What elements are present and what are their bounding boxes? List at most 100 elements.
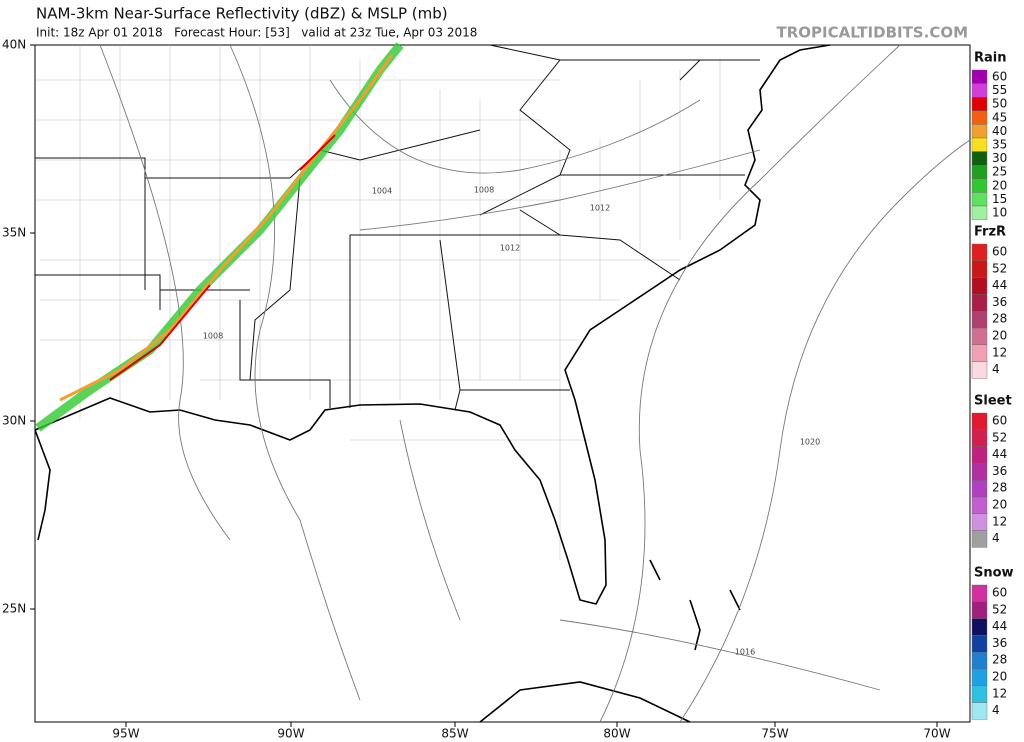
lat-label: 40N [2,38,26,52]
lat-label: 30N [2,414,26,428]
legend-swatch [971,446,988,464]
site-name: TROPICALTIDBITS.COM [777,24,969,42]
legend-label: 4 [992,703,1000,717]
legend-label: 20 [992,670,1007,684]
isobar-label: 1004 [372,187,392,196]
legend-label: 40 [992,124,1007,138]
legend-label: 25 [992,165,1007,179]
map-area [34,42,971,723]
lon-label: 95W [112,727,139,741]
legend-swatch [971,110,988,125]
lon-label: 90W [277,727,304,741]
legend-swatch [971,513,988,531]
lon-label: 70W [923,727,950,741]
legend-label: 36 [992,295,1007,309]
legend-label: 20 [992,178,1007,192]
legend-label: 4 [992,362,1000,376]
legend-swatch [971,635,988,653]
legend-label: 50 [992,97,1007,111]
legend-swatch [971,361,988,379]
legend-label: 60 [992,586,1007,600]
lon-label: 85W [441,727,468,741]
legend-label: 28 [992,653,1007,667]
legend-swatch [971,601,988,619]
legend-label: 12 [992,514,1007,528]
labels: 40N 35N 30N 25N 95W 90W 85W 80W 75W 70W 1004 1008 10… [2,38,1014,741]
legend-label: 28 [992,312,1007,326]
legend-swatch [971,668,988,686]
legend-swatch [971,412,988,430]
legend-label: 12 [992,345,1007,359]
legend-title: FrzR [974,225,1006,240]
legend-label: 52 [992,261,1007,275]
legend-swatch [971,192,988,207]
legend-swatch [971,496,988,514]
lat-label: 35N [2,226,26,240]
legend-swatch [971,137,988,152]
reflectivity [35,42,404,432]
legend-swatch [971,463,988,481]
legend-swatch [971,652,988,670]
legend-swatch [971,584,988,602]
legend-label: 60 [992,70,1007,84]
isobar-label: 1012 [590,204,610,213]
init-info: Init: 18z Apr 01 2018 Forecast Hour: [53… [36,26,477,40]
lon-label: 80W [603,727,630,741]
isobar-label: 1008 [474,186,494,195]
isobar-label: 1008 [203,332,223,341]
legend-label: 36 [992,636,1007,650]
legend-swatch [971,530,988,548]
legend-label: 30 [992,151,1007,165]
isobar-label: 1012 [500,244,520,253]
legend-label: 35 [992,138,1007,152]
legend-swatch [971,618,988,636]
legend-label: 60 [992,245,1007,259]
map-frame [34,44,971,723]
legend-swatch [971,702,988,720]
legend-title: Sleet [974,394,1012,409]
legend-swatch [971,124,988,139]
legend-label: 44 [992,619,1007,633]
isobars [99,44,971,723]
legend-label: 55 [992,83,1007,97]
legend-swatch [971,327,988,345]
legend-label: 10 [992,206,1007,220]
title: NAM-3km Near-Surface Reflectivity (dBZ) … [36,5,448,23]
legend-label: 36 [992,464,1007,478]
legend-swatch [971,243,988,261]
legend-title: Snow [974,566,1014,581]
legend-swatch [971,344,988,362]
legend-label: 45 [992,110,1007,124]
legend-swatch [971,260,988,278]
legend-swatch [971,96,988,111]
legend-label: 52 [992,602,1007,616]
legend-label: 52 [992,430,1007,444]
isobar-label: 1016 [735,648,755,657]
legend-swatch [971,294,988,312]
legend-label: 44 [992,447,1007,461]
legend-swatch [971,480,988,498]
legend-swatch [971,277,988,295]
legend-label: 44 [992,278,1007,292]
county-lines [35,45,721,560]
legend-swatch [971,311,988,329]
legend-swatch [971,178,988,193]
legend-label: 15 [992,192,1007,206]
legend-label: 60 [992,414,1007,428]
legend-swatch [971,69,988,84]
legend-label: 20 [992,498,1007,512]
legend-swatch [971,164,988,179]
lat-label: 25N [2,602,26,616]
legend-swatch [971,83,988,98]
lon-label: 75W [761,727,788,741]
legend-swatch [971,685,988,703]
legend-label: 28 [992,481,1007,495]
legend-label: 12 [992,686,1007,700]
legend-label: 4 [992,531,1000,545]
legend-title: Rain [974,51,1007,66]
legend-swatch [971,151,988,166]
legend-swatch [971,429,988,447]
legend-swatch [971,205,988,220]
legend-label: 20 [992,329,1007,343]
